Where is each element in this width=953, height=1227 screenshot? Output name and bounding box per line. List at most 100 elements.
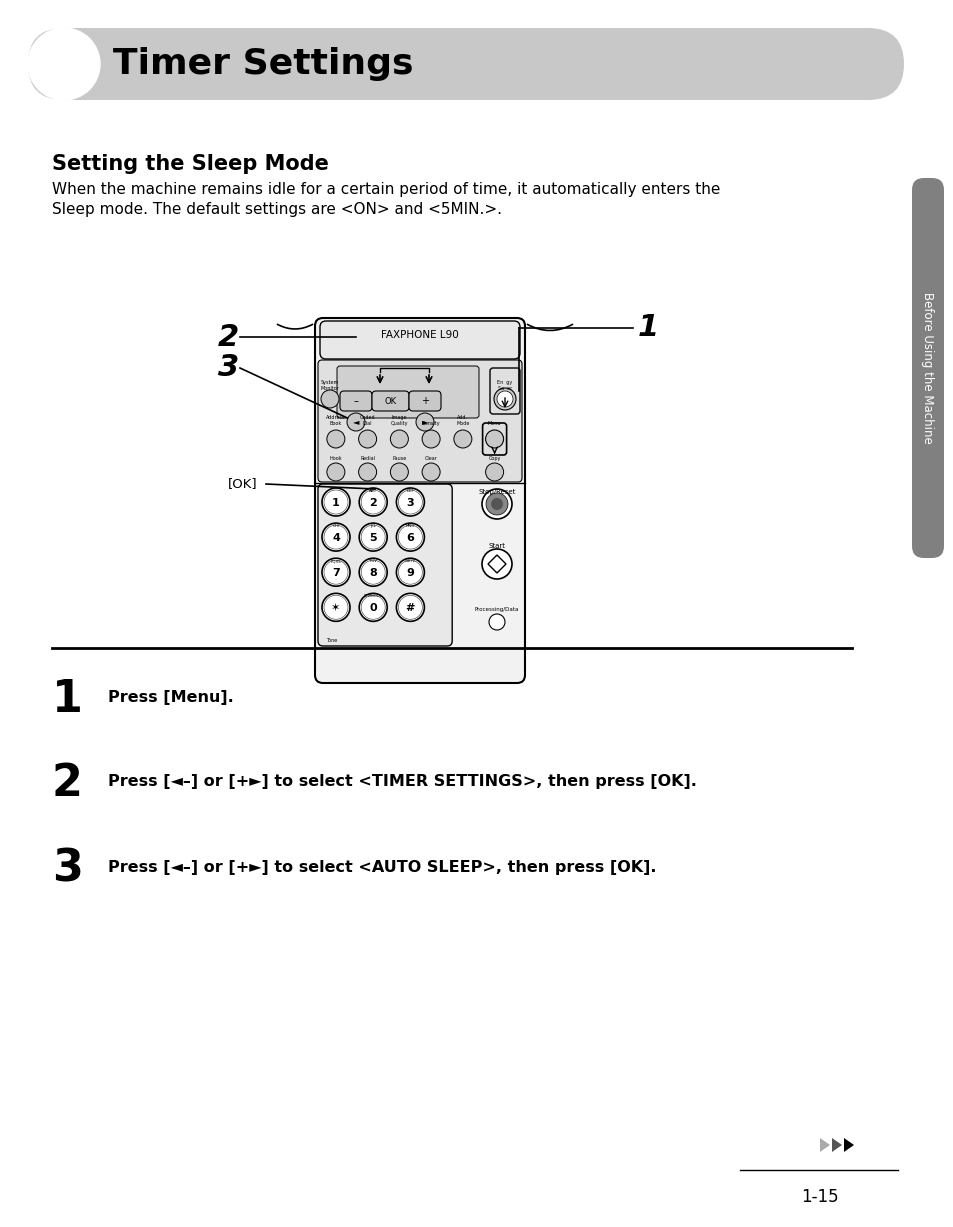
Text: Press [◄–] or [+►] to select <TIMER SETTINGS>, then press [OK].: Press [◄–] or [+►] to select <TIMER SETT… [108, 774, 696, 789]
Circle shape [361, 490, 385, 514]
Circle shape [322, 594, 350, 621]
Polygon shape [820, 1137, 829, 1152]
Text: Sleep mode. The default settings are <ON> and <5MIN.>.: Sleep mode. The default settings are <ON… [52, 202, 501, 217]
Circle shape [324, 561, 348, 584]
Circle shape [416, 413, 434, 431]
Text: 2: 2 [52, 762, 83, 805]
Text: Stop/Reset: Stop/Reset [477, 490, 516, 494]
Text: ◄: ◄ [353, 417, 359, 427]
Text: Start: Start [488, 544, 505, 548]
Circle shape [390, 429, 408, 448]
Polygon shape [488, 555, 505, 573]
Circle shape [396, 523, 424, 551]
Text: Add.
Mode: Add. Mode [456, 415, 469, 426]
Text: Setting the Sleep Mode: Setting the Sleep Mode [52, 155, 329, 174]
Text: Address
Book: Address Book [326, 415, 345, 426]
Text: 3: 3 [406, 498, 414, 508]
Text: When the machine remains idle for a certain period of time, it automatically ent: When the machine remains idle for a cert… [52, 182, 720, 198]
Text: Hook: Hook [329, 456, 342, 461]
Text: OK: OK [384, 396, 396, 405]
Circle shape [322, 488, 350, 517]
FancyBboxPatch shape [339, 391, 372, 411]
Circle shape [322, 558, 350, 587]
Text: FAXPHONE L90: FAXPHONE L90 [381, 330, 458, 340]
Circle shape [324, 525, 348, 550]
Text: Processing/Data: Processing/Data [475, 607, 518, 612]
Text: 8: 8 [369, 568, 376, 578]
Circle shape [358, 429, 376, 448]
Text: 7: 7 [332, 568, 339, 578]
Text: ✶: ✶ [331, 604, 340, 614]
Text: Timer Settings: Timer Settings [112, 47, 413, 81]
FancyBboxPatch shape [372, 391, 409, 411]
Circle shape [359, 558, 387, 587]
Text: Press [◄–] or [+►] to select <AUTO SLEEP>, then press [OK].: Press [◄–] or [+►] to select <AUTO SLEEP… [108, 860, 656, 875]
Text: Press [Menu].: Press [Menu]. [108, 690, 233, 706]
Circle shape [361, 561, 385, 584]
Text: [OK]: [OK] [228, 477, 257, 491]
Circle shape [489, 614, 504, 629]
Text: DEF: DEF [406, 490, 414, 493]
Circle shape [421, 429, 439, 448]
Text: PQRS: PQRS [331, 560, 341, 563]
Text: Density: Density [421, 421, 440, 426]
Text: Tone: Tone [326, 638, 337, 643]
Text: TUV: TUV [369, 560, 376, 563]
Circle shape [359, 523, 387, 551]
Text: 3: 3 [52, 848, 83, 891]
Text: 1: 1 [638, 314, 659, 342]
Circle shape [497, 391, 513, 407]
FancyBboxPatch shape [319, 321, 519, 360]
Circle shape [359, 488, 387, 517]
Text: WXYZ: WXYZ [404, 560, 416, 563]
Circle shape [396, 558, 424, 587]
FancyBboxPatch shape [317, 360, 521, 482]
Circle shape [327, 429, 345, 448]
Circle shape [454, 429, 472, 448]
Circle shape [28, 28, 100, 99]
Text: –: – [354, 396, 358, 406]
Circle shape [359, 594, 387, 621]
Circle shape [322, 523, 350, 551]
Text: System
Monitor: System Monitor [320, 380, 339, 391]
FancyBboxPatch shape [317, 483, 452, 645]
Text: Menu: Menu [487, 421, 501, 426]
FancyBboxPatch shape [409, 391, 440, 411]
Circle shape [361, 595, 385, 620]
Text: 1: 1 [332, 498, 339, 508]
Text: 1-15: 1-15 [801, 1188, 838, 1206]
FancyBboxPatch shape [28, 28, 903, 99]
Circle shape [390, 463, 408, 481]
Circle shape [481, 548, 512, 579]
Text: En  gy
Sa  er: En gy Sa er [497, 380, 512, 391]
Text: 6: 6 [406, 533, 414, 544]
Text: 2: 2 [218, 323, 239, 351]
Text: SYMBOLS: SYMBOLS [363, 594, 382, 599]
Text: Copy: Copy [488, 456, 500, 461]
Text: Before Using the Machine: Before Using the Machine [921, 292, 934, 444]
Text: 4: 4 [332, 533, 339, 544]
Text: Coded
Dial: Coded Dial [359, 415, 375, 426]
Circle shape [327, 463, 345, 481]
Circle shape [396, 594, 424, 621]
Polygon shape [843, 1137, 853, 1152]
Circle shape [396, 488, 424, 517]
Circle shape [491, 498, 502, 510]
Circle shape [421, 463, 439, 481]
Circle shape [485, 429, 503, 448]
Circle shape [347, 413, 365, 431]
Text: GHI: GHI [332, 524, 339, 528]
Circle shape [324, 490, 348, 514]
Circle shape [485, 493, 507, 515]
Text: Pause: Pause [392, 456, 406, 461]
FancyBboxPatch shape [336, 366, 478, 418]
Text: #: # [405, 604, 415, 614]
Text: Image
Quality: Image Quality [390, 415, 408, 426]
Text: JKL: JKL [370, 524, 375, 528]
Circle shape [324, 595, 348, 620]
Circle shape [398, 490, 422, 514]
Text: 0: 0 [369, 604, 376, 614]
Circle shape [485, 463, 503, 481]
FancyBboxPatch shape [911, 178, 943, 558]
Circle shape [481, 490, 512, 519]
